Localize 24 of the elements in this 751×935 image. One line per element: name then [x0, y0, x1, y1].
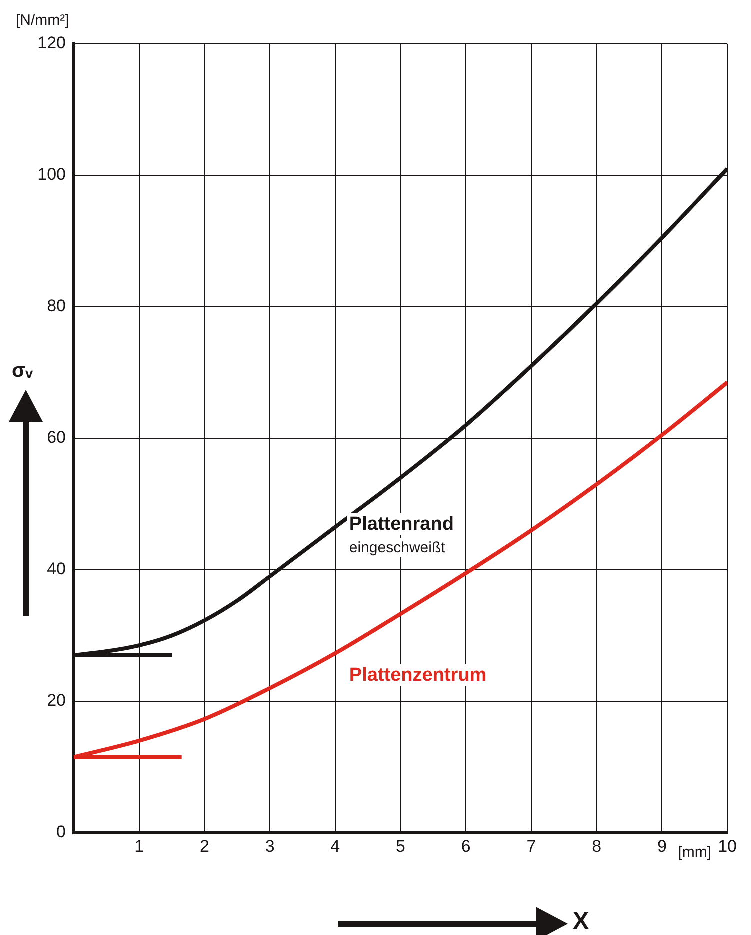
x-tick-label: 2 — [200, 836, 210, 856]
series-label: Plattenzentrum — [349, 665, 487, 686]
x-axis-title: X — [573, 908, 590, 935]
x-tick-label: 8 — [592, 836, 602, 856]
annotation: eingeschweißt — [349, 539, 446, 556]
x-tick-label: 9 — [657, 836, 667, 856]
x-tick-label: 6 — [461, 836, 471, 856]
x-tick-label: 5 — [396, 836, 406, 856]
y-tick-label: 40 — [47, 560, 66, 579]
x-tick-label: 3 — [265, 836, 275, 856]
y-tick-label: 20 — [47, 691, 66, 710]
y-axis-title: σᵥ — [12, 360, 33, 383]
text: [N/mm²] — [16, 12, 70, 29]
x-tick-label: 1 — [134, 836, 144, 856]
y-tick-label: 60 — [47, 428, 66, 448]
x-tick-label: 10 — [718, 836, 738, 856]
y-tick-label: 0 — [56, 822, 66, 842]
x-tick-label: 4 — [330, 836, 340, 856]
series-label: Plattenrand — [349, 514, 454, 535]
y-tick-label: 100 — [38, 165, 66, 184]
y-tick-label: 120 — [38, 34, 66, 53]
y-tick-label: 80 — [47, 296, 66, 316]
x-tick-label: 7 — [526, 836, 536, 856]
text: [mm] — [678, 844, 712, 861]
